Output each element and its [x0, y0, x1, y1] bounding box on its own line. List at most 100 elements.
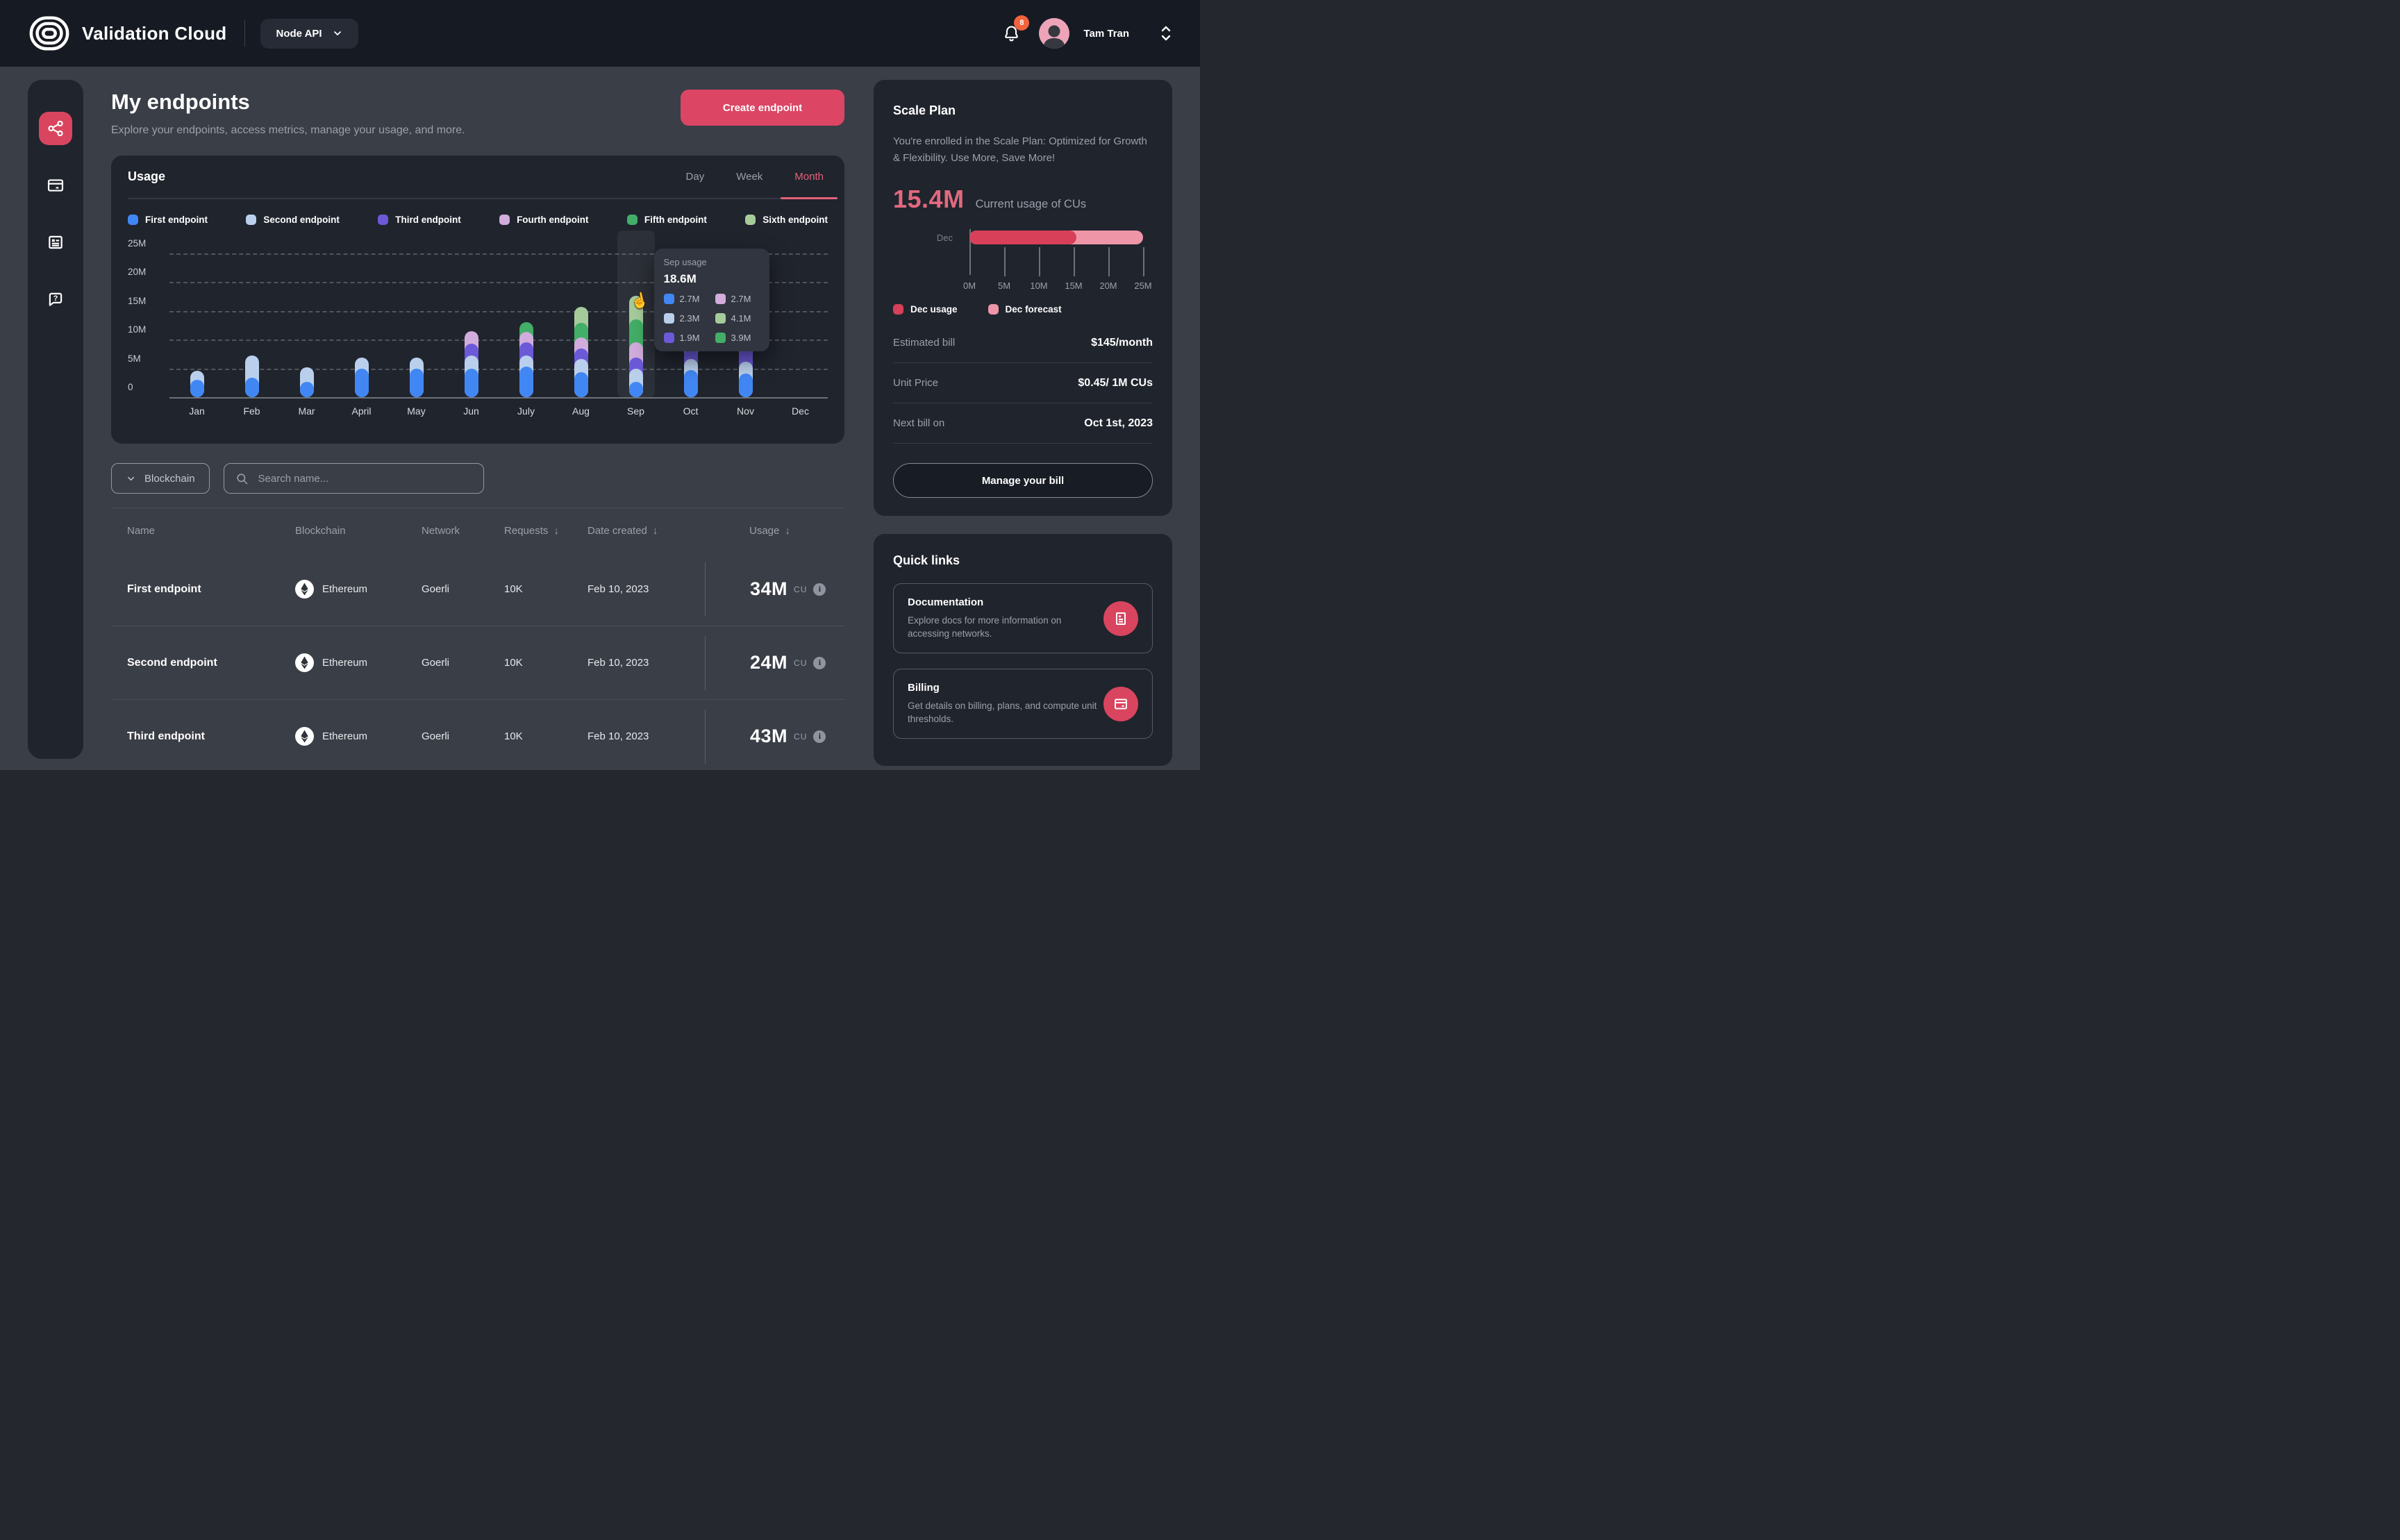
legend-item-second[interactable]: Second endpoint: [246, 215, 340, 225]
tooltip-item: 3.9M: [715, 333, 760, 343]
credit-card-icon: [1103, 686, 1138, 721]
bar-segment-first-endpoint[interactable]: [738, 374, 753, 397]
notifications-button[interactable]: 8: [996, 15, 1030, 49]
dec-axis-tick: [969, 229, 971, 275]
create-endpoint-button[interactable]: Create endpoint: [681, 90, 844, 126]
brand: Validation Cloud: [28, 12, 226, 55]
legend-label: Sixth endpoint: [762, 215, 828, 225]
manage-bill-button[interactable]: Manage your bill: [893, 463, 1153, 498]
bar-segment-first-endpoint[interactable]: [683, 370, 698, 397]
sort-desc-icon[interactable]: ↓: [785, 524, 790, 537]
col-usage[interactable]: Usage ↓: [749, 524, 790, 537]
range-tabs: Day Week Month: [682, 156, 838, 199]
bar-segment-first-endpoint[interactable]: [519, 367, 533, 397]
legend-item-fourth[interactable]: Fourth endpoint: [499, 215, 589, 225]
avatar[interactable]: [1039, 18, 1070, 49]
legend-label: Second endpoint: [263, 215, 340, 225]
tooltip-swatch: [715, 333, 726, 343]
x-axis-month-label: Dec: [792, 405, 809, 417]
sidebar-item-endpoints[interactable]: [39, 112, 72, 145]
y-axis-tick-label: 5M: [128, 353, 141, 364]
bar-segment-first-endpoint[interactable]: [354, 369, 369, 397]
topbar-divider: [244, 20, 246, 47]
usage-unit: CU: [794, 658, 808, 668]
sidebar-item-billing[interactable]: [39, 169, 72, 202]
network-cell: Goerli: [422, 657, 450, 669]
tooltip-title: Sep usage: [663, 257, 707, 267]
scale-plan-description: You're enrolled in the Scale Plan: Optim…: [893, 135, 1147, 164]
info-icon[interactable]: i: [813, 656, 826, 669]
legend-label: Third endpoint: [395, 215, 461, 225]
legend-swatch: [128, 215, 138, 225]
tab-month[interactable]: Month: [781, 156, 838, 199]
legend-item-third[interactable]: Third endpoint: [378, 215, 461, 225]
bill-row-label: Estimated bill: [893, 337, 956, 349]
date-created-cell: Feb 10, 2023: [588, 583, 649, 595]
tab-day[interactable]: Day: [685, 171, 705, 183]
search-icon: [235, 472, 249, 485]
estimated-bill-row: Estimated bill $145/month: [893, 323, 1153, 363]
scale-plan-card: Scale Plan You're enrolled in the Scale …: [874, 80, 1172, 516]
quick-link-billing[interactable]: Billing Get details on billing, plans, a…: [893, 669, 1153, 739]
unit-price-row: Unit Price $0.45/ 1M CUs: [893, 363, 1153, 403]
table-row[interactable]: Second endpoint Ethereum Goerli 10K Feb …: [111, 626, 844, 700]
table-row[interactable]: Third endpoint Ethereum Goerli 10K Feb 1…: [111, 700, 844, 770]
legend-item-fifth[interactable]: Fifth endpoint: [626, 215, 707, 225]
help-chat-icon: ?: [47, 290, 65, 308]
chevron-down-icon: [332, 28, 343, 39]
bar-segment-first-endpoint[interactable]: [190, 380, 204, 397]
ethereum-icon: [295, 580, 314, 599]
dec-usage-swatch: [893, 304, 903, 315]
info-icon[interactable]: i: [813, 730, 826, 743]
sort-desc-icon[interactable]: ↓: [652, 524, 658, 537]
bar-segment-first-endpoint[interactable]: [628, 381, 643, 397]
quick-link-title: Documentation: [908, 596, 984, 608]
chevron-up-down-icon[interactable]: [1160, 24, 1172, 42]
notification-badge: 8: [1014, 15, 1030, 31]
legend-item-first[interactable]: First endpoint: [128, 215, 208, 225]
user-name: Tam Tran: [1083, 27, 1129, 40]
x-axis-month-label: May: [407, 405, 426, 417]
endpoint-name: Second endpoint: [127, 656, 217, 669]
validation-cloud-logo-icon: [28, 12, 71, 55]
col-requests[interactable]: Requests ↓: [504, 524, 559, 537]
quick-link-documentation[interactable]: Documentation Explore docs for more info…: [893, 583, 1153, 653]
legend-item-sixth[interactable]: Sixth endpoint: [745, 215, 828, 225]
page-header: My endpoints Explore your endpoints, acc…: [111, 90, 844, 137]
page-title: My endpoints: [111, 90, 250, 114]
topbar-right: 8 Tam Tran: [996, 15, 1172, 49]
sidebar-item-docs[interactable]: [39, 226, 72, 259]
bar-segment-first-endpoint[interactable]: [574, 372, 588, 397]
product-menu-button[interactable]: Node API: [260, 18, 358, 49]
bar-segment-first-endpoint[interactable]: [409, 369, 424, 397]
network-nodes-icon: [47, 119, 65, 137]
y-axis-tick-label: 25M: [128, 238, 147, 249]
endpoints-table: Name Blockchain Network Requests ↓ Date c…: [111, 508, 844, 770]
credit-card-icon: [47, 176, 65, 194]
legend-swatch: [246, 215, 257, 225]
x-axis-month-label: Feb: [243, 405, 260, 417]
chart-gridline: [169, 310, 828, 312]
info-icon[interactable]: i: [813, 583, 826, 596]
next-bill-row: Next bill on Oct 1st, 2023: [893, 403, 1153, 444]
col-date-created[interactable]: Date created ↓: [588, 524, 658, 537]
legend-label: Fifth endpoint: [644, 215, 707, 225]
sort-desc-icon[interactable]: ↓: [553, 524, 559, 537]
usage-cell: 24M CU i: [705, 635, 844, 690]
blockchain-cell: Ethereum: [279, 653, 406, 672]
x-axis-month-label: April: [351, 405, 372, 417]
usage-unit: CU: [794, 731, 808, 742]
bar-segment-first-endpoint[interactable]: [464, 368, 478, 397]
sidebar-item-support[interactable]: ?: [39, 283, 72, 316]
tab-week[interactable]: Week: [736, 171, 763, 183]
table-row[interactable]: First endpoint Ethereum Goerli 10K Feb 1…: [111, 553, 844, 626]
tooltip-total: 18.6M: [663, 272, 697, 285]
dec-usage-chart: Dec 0M 5M 10M 15M 20M 25M: [893, 229, 1153, 300]
dec-axis-tick: [1039, 247, 1040, 276]
search-input[interactable]: [256, 471, 472, 485]
blockchain-filter-label: Blockchain: [144, 472, 195, 485]
bar-segment-first-endpoint[interactable]: [244, 377, 259, 397]
bar-segment-first-endpoint[interactable]: [299, 382, 314, 397]
dec-axis-tick-label: 15M: [1065, 281, 1083, 291]
blockchain-filter-button[interactable]: Blockchain: [111, 463, 210, 494]
